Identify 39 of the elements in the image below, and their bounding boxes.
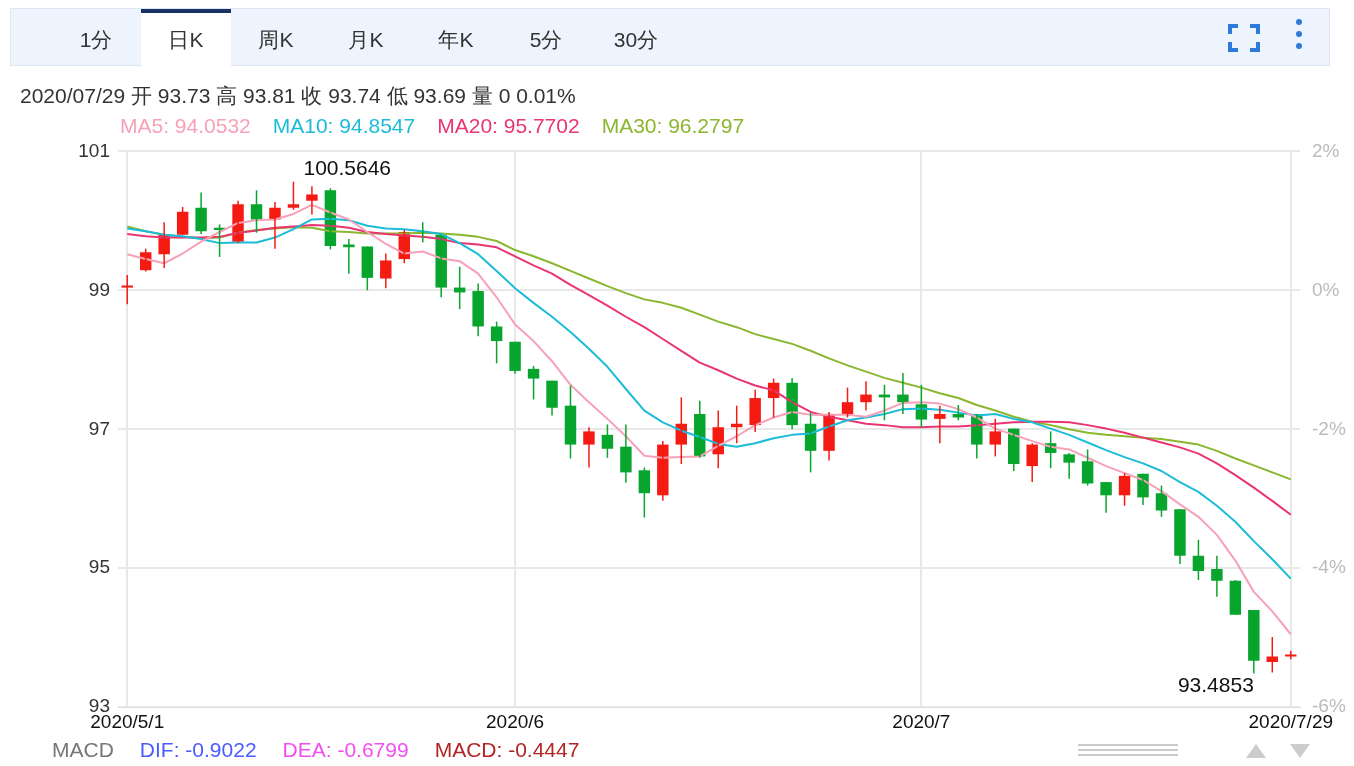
text: MA10: 94.8547 — [272, 114, 416, 137]
text: MA5: 94.0532 — [120, 114, 251, 137]
y2-tick-label: -2% — [1312, 417, 1346, 439]
candlestick — [306, 185, 318, 216]
y-tick-label: 101 — [78, 139, 110, 161]
text: MA20: 95.7702 — [437, 114, 580, 137]
candlestick — [989, 418, 1001, 458]
candlestick — [380, 252, 392, 290]
text: DEA: -0.6799 — [282, 738, 409, 761]
text: 月K — [347, 27, 385, 53]
candlestick — [490, 320, 503, 365]
text: 年K — [437, 27, 475, 53]
y-tick-label: 95 — [88, 556, 110, 578]
text: 5分 — [528, 27, 564, 53]
x-tick-label: 2020/6 — [486, 710, 545, 732]
y2-tick-label: 0% — [1312, 278, 1340, 300]
text: 2020/07/29 开 93.73 高 93.81 收 93.74 低 93.69 量 0 0.01% — [20, 83, 576, 109]
text: 30分 — [612, 27, 660, 53]
candlestick — [1063, 452, 1075, 480]
text: 周K — [257, 27, 295, 53]
annotation: 93.4853 — [1177, 672, 1254, 696]
candlestick — [1266, 636, 1279, 674]
y2-tick-label: 2% — [1312, 139, 1340, 161]
x-tick-label: 2020/7 — [892, 710, 951, 732]
text: MA30: 96.2797 — [601, 114, 745, 137]
y2-tick-label: -4% — [1312, 556, 1346, 578]
text: MACD: -0.4447 — [434, 738, 580, 761]
candlestick — [343, 238, 355, 275]
candlestick — [527, 365, 540, 401]
candlestick — [121, 274, 133, 305]
text: DIF: -0.9022 — [139, 738, 257, 761]
text: MACD — [52, 738, 114, 761]
candlestick — [583, 426, 595, 469]
candlestick — [287, 180, 300, 211]
text: 日K — [141, 9, 231, 66]
annotation: 100.5646 — [303, 155, 392, 179]
y-tick-label: 99 — [88, 278, 110, 300]
text: 1分 — [78, 27, 114, 53]
y-tick-label: 97 — [88, 417, 110, 439]
